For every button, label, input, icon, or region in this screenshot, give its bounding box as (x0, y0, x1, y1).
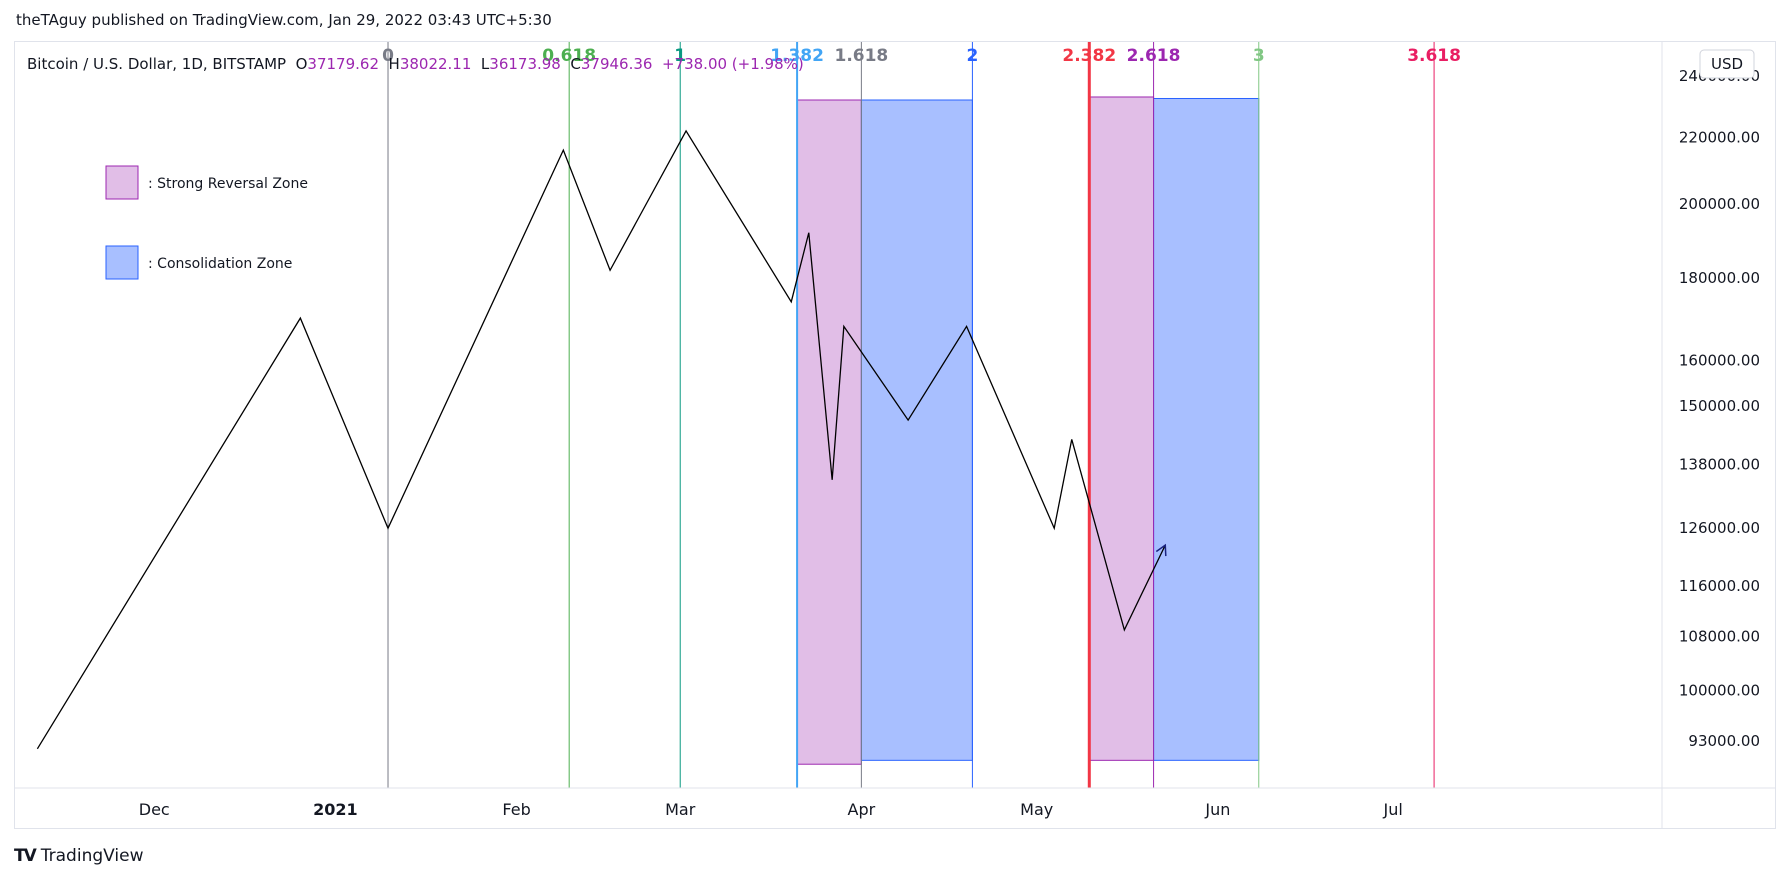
time-tick-label: Jul (1383, 800, 1403, 819)
change-value: +738.00 (+1.98%) (662, 55, 804, 73)
currency-button-box (1699, 49, 1755, 79)
fib-time-label-1: 0.618 (542, 46, 596, 66)
price-tick-label: 150000.00 (1679, 397, 1760, 415)
time-tick-label: May (1020, 800, 1053, 819)
price-path-layer (36, 129, 1167, 750)
time-tick-label: Apr (848, 800, 876, 819)
price-axis: 240000.00220000.00200000.00180000.001600… (1661, 42, 1760, 829)
close-value: 37946.36 (581, 55, 662, 73)
legend-label-reversal: : Strong Reversal Zone (148, 176, 308, 192)
fib-time-label-3: 1.382 (770, 46, 824, 66)
fib-time-label-9: 3.618 (1407, 46, 1461, 66)
open-value: 37179.62 (307, 55, 388, 73)
price-tick-label: 160000.00 (1679, 352, 1760, 370)
open-label: O (296, 55, 308, 73)
low-value: 36173.98 (489, 55, 570, 73)
time-tick-label: Jun (1204, 800, 1230, 819)
legend-label-consolidation: : Consolidation Zone (148, 256, 292, 272)
price-tick-label: 138000.00 (1679, 455, 1760, 473)
legend-swatch-reversal (105, 165, 139, 200)
price-tick-label: 100000.00 (1679, 681, 1760, 699)
reversal-zone-0 (796, 99, 862, 765)
low-label: L (481, 55, 490, 73)
brand-name: TradingView (40, 846, 144, 866)
currency-button-label: USD (1711, 55, 1743, 73)
symbol-ohlc-text: Bitcoin / U.S. Dollar, 1D, BITSTAMP O371… (27, 55, 804, 73)
consolidation-zone-1 (860, 99, 973, 761)
price-tick-label: 200000.00 (1679, 195, 1760, 213)
fib-time-label-6: 2.382 (1062, 46, 1116, 66)
fib-time-label-4: 1.618 (834, 46, 888, 66)
price-tick-label: 93000.00 (1688, 732, 1760, 750)
attribution-text: theTAguy published on TradingView.com, J… (16, 11, 552, 29)
high-label: H (389, 55, 400, 73)
time-tick-label: Mar (665, 800, 696, 819)
footer-brand[interactable]: TV TradingView (14, 846, 143, 866)
high-value: 38022.11 (400, 55, 481, 73)
reversal-zone-2 (1088, 96, 1155, 761)
fib-time-label-7: 2.618 (1127, 46, 1181, 66)
chart-frame (14, 41, 1776, 829)
price-tick-label: 126000.00 (1679, 519, 1760, 537)
symbol-header: Bitcoin / U.S. Dollar, 1D, BITSTAMP O371… (27, 55, 804, 73)
time-axis: Dec 2021 Feb Mar Apr May Jun Jul (14, 787, 1776, 819)
price-tick-label: 116000.00 (1679, 577, 1760, 595)
time-tick-label: Dec (139, 800, 170, 819)
currency-button[interactable]: USD (1699, 49, 1755, 79)
price-projection-path (36, 129, 1166, 750)
fib-time-label-2: 1 (674, 46, 686, 66)
fib-time-lines-layer: 0 0.618 1 1.382 1.618 2 2.382 2.618 3 3.618 (382, 42, 1461, 788)
consolidation-zone-3 (1153, 97, 1260, 761)
fib-time-label-8: 3 (1253, 46, 1265, 66)
price-tick-label: 220000.00 (1679, 128, 1760, 146)
legend-swatch-consolidation (105, 245, 139, 280)
time-tick-label: Feb (502, 800, 530, 819)
zones-layer (796, 96, 1260, 765)
price-tick-label: 180000.00 (1679, 269, 1760, 287)
fib-time-label-5: 2 (966, 46, 978, 66)
time-tick-label: 2021 (313, 800, 358, 819)
symbol-name: Bitcoin / U.S. Dollar, 1D, BITSTAMP (27, 55, 296, 73)
legend-layer: : Strong Reversal Zone : Consolidation Zo… (105, 165, 308, 280)
path-arrow-head (1155, 543, 1167, 557)
close-label: C (570, 55, 580, 73)
price-tick-label: 108000.00 (1679, 627, 1760, 645)
tradingview-logo-icon: TV (14, 846, 37, 866)
fib-time-label-0: 0 (382, 46, 394, 66)
